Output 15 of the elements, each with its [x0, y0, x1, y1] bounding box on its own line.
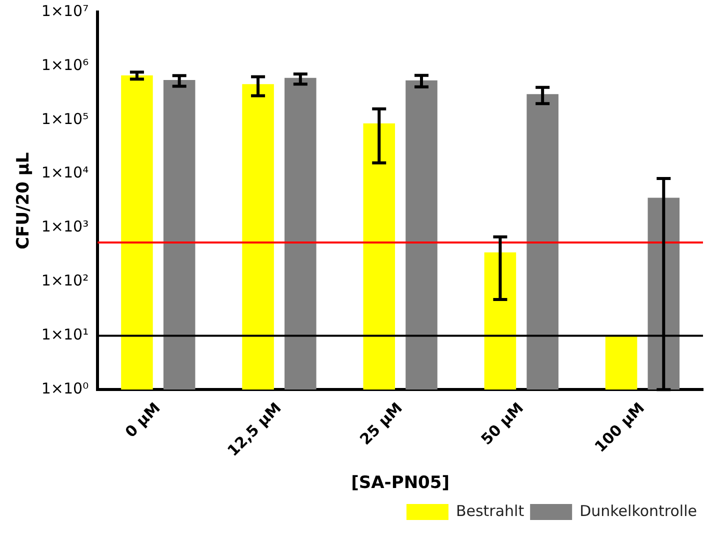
legend-label: Bestrahlt	[456, 502, 524, 520]
x-tick-label: 0 µM	[122, 398, 164, 442]
y-tick-label: 1×10⁷	[41, 2, 89, 20]
y-tick-label: 1×10⁴	[41, 164, 89, 182]
y-tick-label: 1×10¹	[41, 326, 89, 344]
y-tick-label: 1×10⁰	[41, 380, 89, 398]
y-tick-label: 1×10⁵	[41, 110, 89, 128]
x-tick-label: 25 µM	[356, 398, 406, 448]
y-tick-label: 1×10³	[41, 218, 89, 236]
y-axis-title: CFU/20 µL	[14, 152, 34, 250]
x-tick-label: 50 µM	[477, 398, 527, 448]
x-axis-title: [SA-PN05]	[351, 473, 450, 494]
y-tick-label: 1×10²	[41, 272, 89, 290]
legend-label: Dunkelkontrolle	[580, 502, 698, 520]
y-tick-label: 1×10⁶	[41, 56, 89, 74]
